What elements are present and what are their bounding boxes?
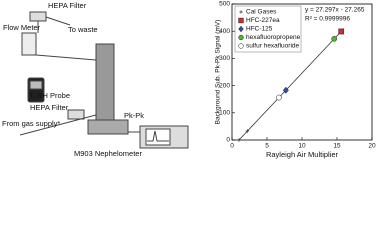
annotation: y = 27.297x - 27.265 [305,7,365,14]
y-tick-label: 100 [219,110,230,117]
y-tick-label: 300 [219,55,230,62]
diagram-label: To waste [68,25,98,34]
x-tick-label: 0 [230,143,234,150]
trendline [238,28,345,141]
diagram-label: HEPA Filter [48,1,87,10]
nephelometer-column [95,43,115,127]
y-axis-label: Background Sub. Pk-Pk Signal (mV) [215,20,222,125]
legend-label: hexafluoropropene [246,34,301,41]
marker [276,94,282,101]
legend-marker [238,34,244,41]
scope-trace [147,130,169,142]
legend [234,5,302,53]
legend-label: Cal Gases [246,9,277,16]
x-axis-label: Rayleigh Air Multiplier [266,150,339,159]
legend-marker [238,17,244,24]
figure: HEPA Filter Flow Meter To waste HEPA Fil… [2,1,376,159]
diagram-label: HEPA Filter [30,103,69,112]
marker [331,35,338,42]
hepa-filter-top [29,11,47,22]
x-tick-label: 5 [265,143,269,150]
y-tick-label: 200 [219,82,230,89]
scope-screen [145,128,171,146]
marker [237,138,241,142]
diagram-label: T, RH Probe [29,91,70,100]
legend-marker [238,25,244,33]
legend-label: sulfur hexafluoride [246,43,299,50]
diagram-label: From gas supply* [2,119,60,128]
tube [45,16,71,26]
legend-marker [239,10,243,14]
x-tick-label: 15 [333,143,341,150]
y-tick-label: 400 [219,28,230,35]
x-tick-label: 10 [298,143,306,150]
diagram-label: Flow Meter [3,23,41,32]
diagram-label: M903 Nephelometer [74,149,142,158]
diagram-label: Pk-Pk [124,111,144,120]
apparatus-diagram [19,11,189,149]
tube [35,54,97,61]
nephelometer-base [87,119,129,135]
y-tick-label: 0 [226,137,230,144]
flow-meter [21,32,37,56]
legend-marker [238,43,244,49]
y-tick-label: 500 [219,1,230,8]
marker [245,129,250,133]
legend-label: HFC-125 [246,26,273,33]
tube [19,114,97,136]
marker [282,86,289,94]
annotation: R² = 0.9999996 [305,16,350,23]
hepa-filter-bottom [67,109,85,120]
legend-label: HFC-227ea [246,17,280,24]
x-tick-label: 20 [368,143,376,150]
marker [338,28,345,35]
probe-screen [29,80,43,90]
